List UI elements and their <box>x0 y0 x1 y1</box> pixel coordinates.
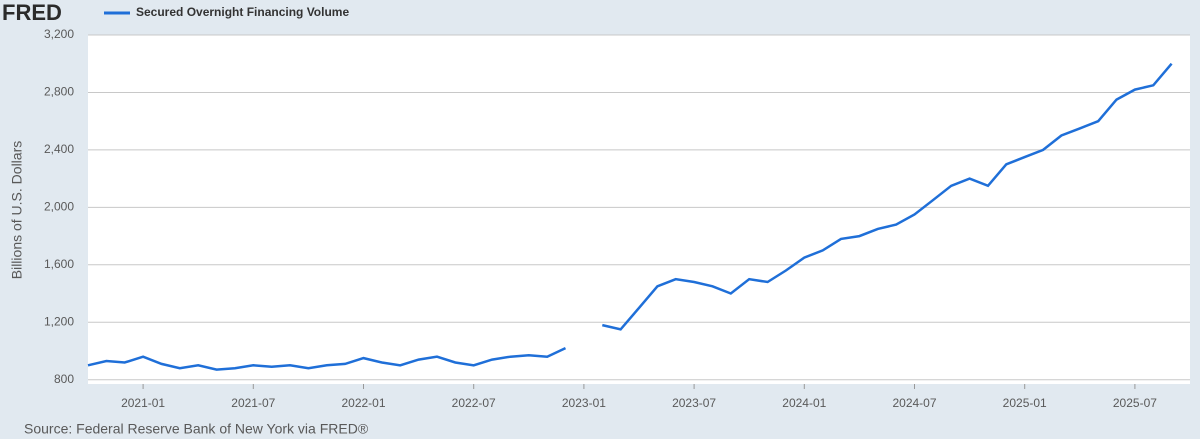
x-tick-label: 2024-01 <box>782 396 826 410</box>
y-tick-label: 1,600 <box>44 257 74 271</box>
x-tick-label: 2023-01 <box>562 396 606 410</box>
x-tick-label: 2022-01 <box>341 396 385 410</box>
x-tick-label: 2025-01 <box>1003 396 1047 410</box>
legend-label: Secured Overnight Financing Volume <box>136 5 349 19</box>
x-tick-label: 2021-07 <box>231 396 275 410</box>
x-tick-label: 2024-07 <box>892 396 936 410</box>
source: Source: Federal Reserve Bank of New York… <box>24 421 369 437</box>
y-tick-label: 800 <box>54 372 74 386</box>
plot-area <box>88 35 1190 384</box>
y-axis-label: Billions of U.S. Dollars <box>9 141 25 280</box>
y-tick-label: 1,200 <box>44 314 74 328</box>
y-tick-label: 2,400 <box>44 142 74 156</box>
x-tick-label: 2021-01 <box>121 396 165 410</box>
x-tick-label: 2022-07 <box>452 396 496 410</box>
x-tick-label: 2025-07 <box>1113 396 1157 410</box>
y-tick-label: 3,200 <box>44 27 74 41</box>
y-tick-label: 2,800 <box>44 85 74 99</box>
y-tick-label: 2,000 <box>44 200 74 214</box>
x-tick-label: 2023-07 <box>672 396 716 410</box>
data-line <box>87 62 1173 371</box>
brand: FRED <box>2 0 62 25</box>
